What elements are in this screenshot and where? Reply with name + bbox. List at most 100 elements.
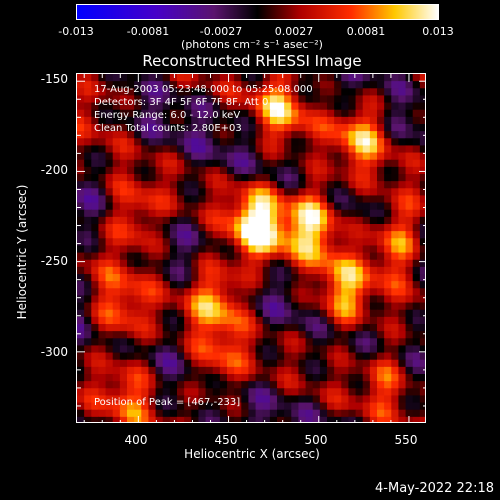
heatmap-cell <box>119 266 128 275</box>
heatmap-cell <box>169 281 178 289</box>
heatmap-cell <box>84 352 92 361</box>
heatmap-cell <box>269 374 278 382</box>
heatmap-cell <box>319 288 328 297</box>
heatmap-cell <box>234 416 242 422</box>
heatmap-cell <box>255 416 264 422</box>
heatmap-cell <box>398 188 407 197</box>
heatmap-cell <box>419 416 425 422</box>
heatmap-cell <box>284 88 292 97</box>
heatmap-cell <box>305 131 314 139</box>
heatmap-cell <box>105 166 114 175</box>
heatmap-cell <box>269 109 278 118</box>
heatmap-cell <box>77 145 85 154</box>
heatmap-cell <box>341 166 350 175</box>
heatmap-cell <box>269 416 278 422</box>
heatmap-cell <box>412 159 421 168</box>
heatmap-cell <box>91 216 100 225</box>
heatmap-cell <box>141 138 150 147</box>
heatmap-cell <box>391 88 400 97</box>
heatmap-cell <box>298 331 307 339</box>
heatmap-cell <box>305 388 314 397</box>
heatmap-cell <box>405 224 414 232</box>
heatmap-cell <box>312 416 321 422</box>
heatmap-cell <box>162 309 171 318</box>
heatmap-cell <box>312 202 321 211</box>
heatmap-cell <box>319 116 328 125</box>
heatmap-cell <box>212 124 221 132</box>
heatmap-cell <box>284 245 292 254</box>
heatmap-cell <box>398 116 407 125</box>
heatmap-cell <box>377 252 385 261</box>
heatmap-cell <box>334 374 342 382</box>
heatmap-cell <box>227 324 235 332</box>
heatmap-cell <box>362 381 371 389</box>
heatmap-cell <box>327 188 335 197</box>
heatmap-cell <box>305 181 314 189</box>
heatmap-cell <box>241 81 250 89</box>
heatmap-cell <box>184 402 192 411</box>
heatmap-cell <box>91 131 100 139</box>
heatmap-cell <box>291 331 300 339</box>
heatmap-cell <box>341 159 350 168</box>
heatmap-cell <box>148 188 157 197</box>
heatmap-cell <box>191 245 200 254</box>
heatmap-cell <box>227 345 235 354</box>
heatmap-cell <box>384 216 392 225</box>
heatmap-cell <box>241 374 250 382</box>
heatmap-cell <box>91 266 100 275</box>
heatmap-cell <box>284 95 292 104</box>
heatmap-cell <box>355 324 364 332</box>
heatmap-cell <box>348 338 357 347</box>
heatmap-cell <box>384 366 392 375</box>
heatmap-cell <box>77 195 85 204</box>
heatmap-cell <box>119 102 128 111</box>
heatmap-cell <box>355 195 364 204</box>
heatmap-cell <box>412 238 421 247</box>
heatmap-cell <box>205 181 214 189</box>
heatmap-cell <box>155 338 164 347</box>
heatmap-cell <box>377 159 385 168</box>
heatmap-cell <box>327 102 335 111</box>
heatmap-cell <box>127 359 135 368</box>
heatmap-cell <box>205 152 214 161</box>
heatmap-cell <box>141 131 150 139</box>
heatmap-cell <box>419 366 425 375</box>
heatmap-cell <box>291 138 300 147</box>
heatmap-cell <box>284 231 292 239</box>
heatmap-cell <box>169 345 178 354</box>
heatmap-cell <box>184 188 192 197</box>
heatmap-cell <box>119 109 128 118</box>
heatmap-cell <box>184 116 192 125</box>
heatmap-cell <box>212 309 221 318</box>
heatmap-cell <box>405 359 414 368</box>
heatmap-cell <box>362 209 371 218</box>
heatmap-cell <box>91 202 100 211</box>
heatmap-cell <box>227 74 235 82</box>
heatmap-cell <box>155 216 164 225</box>
heatmap-cell <box>291 238 300 247</box>
heatmap-cell <box>391 288 400 297</box>
heatmap-cell <box>277 338 285 347</box>
colorbar-tick: -0.013 <box>58 25 94 38</box>
heatmap-cell <box>212 331 221 339</box>
heatmap-cell <box>369 202 378 211</box>
heatmap-cell <box>84 181 92 189</box>
heatmap-cell <box>84 324 92 332</box>
heatmap-cell <box>234 331 242 339</box>
heatmap-cell <box>177 202 185 211</box>
heatmap-cell <box>234 95 242 104</box>
heatmap-cell <box>155 166 164 175</box>
heatmap-cell <box>84 109 92 118</box>
heatmap-cell <box>405 109 414 118</box>
heatmap-cell <box>334 252 342 261</box>
heatmap-cell <box>319 359 328 368</box>
heatmap-cell <box>291 324 300 332</box>
heatmap-cell <box>105 402 114 411</box>
heatmap-cell <box>369 402 378 411</box>
heatmap-cell <box>177 331 185 339</box>
heatmap-cell <box>98 166 107 175</box>
heatmap-cell <box>91 188 100 197</box>
heatmap <box>77 74 425 422</box>
heatmap-cell <box>119 116 128 125</box>
heatmap-cell <box>312 124 321 132</box>
